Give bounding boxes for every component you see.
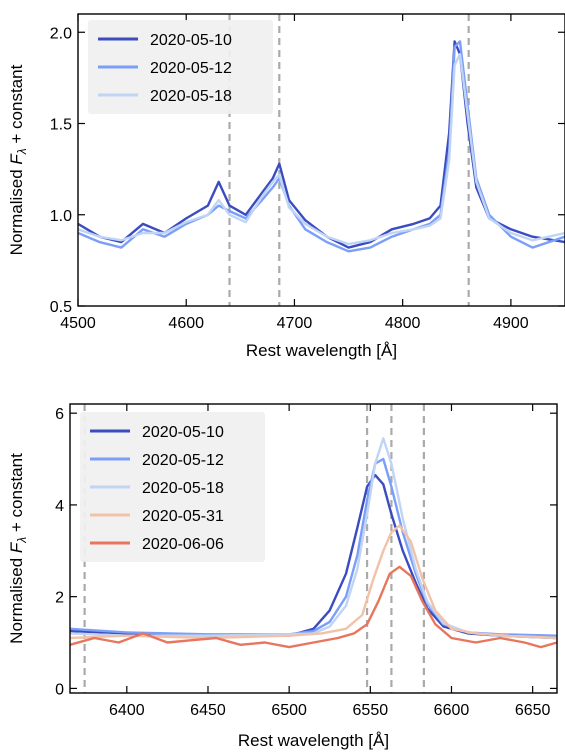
- legend-entry: 2020-05-31: [142, 508, 224, 525]
- y-axis-label: Normalised Fλ + constant: [7, 64, 29, 255]
- y-tick-label: 0.5: [50, 299, 72, 316]
- plot-area: [78, 14, 565, 306]
- x-axis-label: Rest wavelength [Å]: [246, 341, 397, 360]
- legend-entry: 2020-05-10: [150, 32, 232, 49]
- x-tick-label: 4800: [385, 315, 421, 332]
- x-tick-label: 4500: [60, 315, 96, 332]
- y-tick-label: 2: [55, 590, 64, 607]
- legend-box: [80, 412, 265, 562]
- series-line-2020-05-31: [70, 524, 557, 640]
- y-tick-label: 2.0: [50, 25, 72, 42]
- x-tick-label: 4600: [168, 315, 204, 332]
- axes-frame: [77, 13, 565, 307]
- series-line-2020-05-18: [78, 53, 565, 246]
- top-panel: 4500 4600 4700 4800 4900 0.5 1.0 1.5 2.0 Rest wav…: [7, 13, 565, 360]
- legend-entry: 2020-05-18: [142, 480, 224, 497]
- bottom-panel: 6400 6450 6500 6550 6600 6650 0 2 4 6 Rest wavelen…: [7, 403, 558, 750]
- x-axis-label: Rest wavelength [Å]: [238, 731, 389, 750]
- axes-frame: [69, 403, 558, 694]
- y-tick-label: 0: [55, 681, 64, 698]
- legend-entry: 2020-05-10: [142, 424, 224, 441]
- y-tick-label: 1.5: [50, 117, 72, 134]
- x-tick-label: 6450: [190, 702, 226, 719]
- legend-entry: 2020-05-18: [150, 88, 232, 105]
- series-line-2020-06-06: [70, 565, 557, 649]
- legend-entry: 2020-06-06: [142, 536, 224, 553]
- x-tick-label: 4900: [493, 315, 529, 332]
- x-tick-label: 4700: [277, 315, 313, 332]
- x-tick-label: 6400: [109, 702, 145, 719]
- legend-entry: 2020-05-12: [150, 60, 232, 77]
- y-tick-label: 1.0: [50, 208, 72, 225]
- legend: 2020-05-10 2020-05-12 2020-05-18 2020-05-31…: [80, 412, 265, 562]
- x-tick-label: 6600: [434, 702, 470, 719]
- legend-box: [88, 20, 273, 114]
- x-tick-label: 6650: [515, 702, 551, 719]
- x-tick-label: 6500: [271, 702, 307, 719]
- x-tick-label: 6550: [353, 702, 389, 719]
- y-tick-label: 4: [55, 498, 64, 515]
- y-axis-label: Normalised Fλ + constant: [7, 453, 29, 644]
- legend-entry: 2020-05-12: [142, 452, 224, 469]
- legend: 2020-05-10 2020-05-12 2020-05-18: [88, 20, 273, 114]
- series-line-2020-05-18: [70, 437, 557, 640]
- y-tick-label: 6: [55, 406, 64, 423]
